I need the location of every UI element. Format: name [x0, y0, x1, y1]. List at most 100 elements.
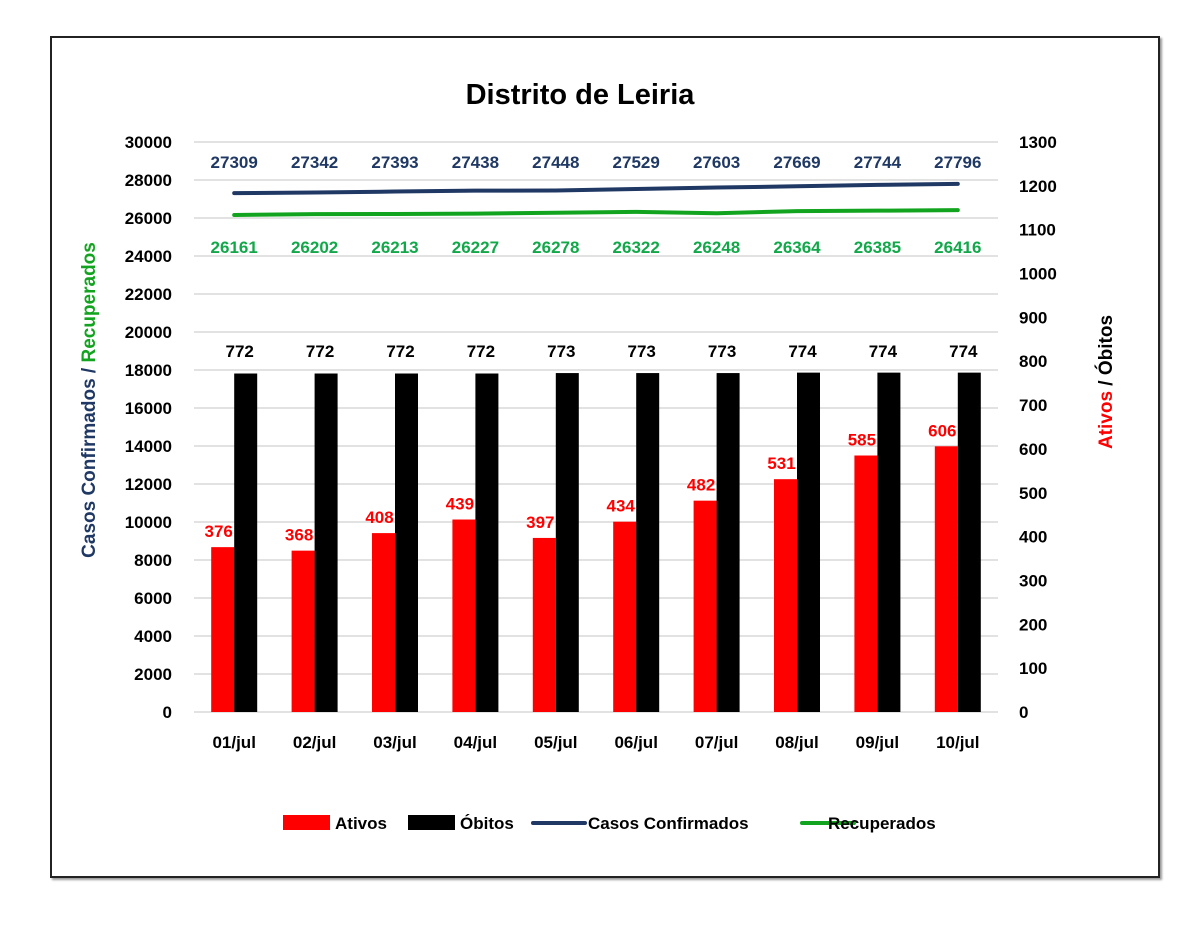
- bar-obitos: [636, 373, 660, 712]
- data-label-ativos: 585: [848, 431, 876, 450]
- bar-ativos: [452, 519, 476, 712]
- lines: [232, 181, 960, 217]
- data-label-ativos: 482: [687, 476, 715, 495]
- bar-ativos: [211, 547, 235, 712]
- right-tick-label: 1200: [1019, 177, 1057, 196]
- legend-swatch-1: [408, 815, 455, 830]
- legend-swatch-0: [283, 815, 330, 830]
- right-tick-label: 900: [1019, 308, 1047, 327]
- right-axis-ticks: 0 100 200 300 400 500 600 700 800 900 1000 1100 1200…: [1019, 133, 1057, 722]
- left-tick-label: 2000: [134, 665, 172, 684]
- category-label: 07/jul: [695, 733, 738, 752]
- bar-ativos: [934, 446, 958, 712]
- left-tick-label: 28000: [125, 171, 172, 190]
- data-label-obitos: 772: [467, 342, 495, 361]
- category-label: 09/jul: [856, 733, 899, 752]
- category-label: 03/jul: [373, 733, 416, 752]
- left-tick-label: 10000: [125, 513, 172, 532]
- legend-label: Óbitos: [460, 814, 514, 833]
- right-tick-label: 1100: [1019, 221, 1056, 240]
- bar-obitos: [957, 372, 981, 712]
- right-tick-label: 300: [1019, 571, 1047, 590]
- left-tick-label: 8000: [134, 551, 172, 570]
- data-label-obitos: 774: [949, 342, 978, 361]
- data-label-recuperados: 26364: [773, 238, 821, 257]
- category-label: 10/jul: [936, 733, 979, 752]
- right-tick-label: 500: [1019, 484, 1047, 503]
- data-label-ativos: 606: [928, 421, 956, 440]
- right-tick-label: 1000: [1019, 265, 1057, 284]
- data-label-casos-confirmados: 27603: [693, 153, 740, 172]
- line-casos-confirmados: [232, 181, 960, 196]
- bar-obitos: [797, 372, 820, 712]
- left-tick-label: 18000: [125, 361, 172, 380]
- data-label-obitos: 773: [628, 342, 656, 361]
- legend-label: Ativos: [335, 814, 387, 833]
- legend-label: Recuperados: [828, 814, 936, 833]
- left-tick-label: 24000: [125, 247, 172, 266]
- right-tick-label: 0: [1019, 703, 1028, 722]
- axis-title-part: Óbitos: [1095, 315, 1117, 375]
- bar-obitos: [234, 373, 258, 712]
- left-tick-label: 4000: [134, 627, 172, 646]
- bar-obitos: [395, 373, 418, 712]
- axis-title-part: Recuperados: [79, 242, 100, 362]
- bars: [211, 372, 981, 712]
- data-label-casos-confirmados: 27309: [211, 153, 258, 172]
- legend: Ativos Óbitos Casos Confirmados Recuperados: [283, 814, 936, 833]
- data-label-casos-confirmados: 27796: [934, 153, 981, 172]
- right-tick-label: 1300: [1019, 133, 1057, 152]
- right-tick-label: 600: [1019, 440, 1047, 459]
- category-label: 05/jul: [534, 733, 577, 752]
- data-label-ativos: 397: [526, 513, 554, 532]
- data-label-recuperados: 26227: [452, 238, 499, 257]
- data-label-recuperados: 26161: [211, 238, 258, 257]
- right-tick-label: 400: [1019, 528, 1047, 547]
- data-label-recuperados: 26248: [693, 238, 740, 257]
- left-tick-label: 22000: [125, 285, 172, 304]
- data-label-ativos: 368: [285, 526, 313, 545]
- right-tick-label: 100: [1019, 659, 1047, 678]
- data-label-obitos: 772: [306, 342, 334, 361]
- bar-obitos: [877, 372, 901, 712]
- left-tick-label: 12000: [125, 475, 172, 494]
- data-label-recuperados: 26213: [371, 238, 418, 257]
- data-labels: 376 772 368 772 408 772 439 772 397 773 434 773 482 7…: [205, 153, 982, 545]
- bar-ativos: [854, 455, 878, 712]
- data-label-casos-confirmados: 27448: [532, 153, 579, 172]
- category-label: 06/jul: [614, 733, 657, 752]
- data-label-recuperados: 26202: [291, 238, 338, 257]
- category-label: 02/jul: [293, 733, 336, 752]
- data-label-obitos: 773: [708, 342, 736, 361]
- data-label-obitos: 774: [788, 342, 817, 361]
- axis-title-part: /: [1096, 375, 1117, 391]
- category-label: 04/jul: [454, 733, 497, 752]
- data-label-casos-confirmados: 27529: [613, 153, 660, 172]
- right-tick-label: 700: [1019, 396, 1047, 415]
- data-label-ativos: 531: [767, 454, 795, 473]
- left-tick-label: 14000: [125, 437, 172, 456]
- axis-title-part: Casos Confirmados: [79, 378, 100, 557]
- bar-ativos: [532, 537, 556, 712]
- left-tick-label: 30000: [125, 133, 172, 152]
- bar-obitos: [314, 373, 338, 712]
- category-label: 08/jul: [775, 733, 818, 752]
- bar-ativos: [693, 500, 717, 712]
- left-tick-label: 0: [163, 703, 172, 722]
- data-label-ativos: 439: [446, 495, 474, 514]
- left-axis-title: Casos Confirmados / Recuperados: [79, 242, 100, 558]
- bar-ativos: [291, 550, 315, 712]
- legend-label: Casos Confirmados: [588, 814, 749, 833]
- category-label: 01/jul: [212, 733, 255, 752]
- data-label-casos-confirmados: 27393: [371, 153, 418, 172]
- right-axis-title: Ativos / Óbitos: [1095, 315, 1117, 449]
- data-label-obitos: 774: [869, 342, 898, 361]
- data-label-obitos: 772: [386, 342, 414, 361]
- data-label-ativos: 434: [607, 497, 636, 516]
- data-label-casos-confirmados: 27744: [854, 153, 902, 172]
- left-tick-label: 26000: [125, 209, 172, 228]
- chart-title: Distrito de Leiria: [466, 79, 696, 111]
- bar-ativos: [372, 533, 395, 712]
- right-tick-label: 200: [1019, 615, 1047, 634]
- left-tick-label: 6000: [134, 589, 172, 608]
